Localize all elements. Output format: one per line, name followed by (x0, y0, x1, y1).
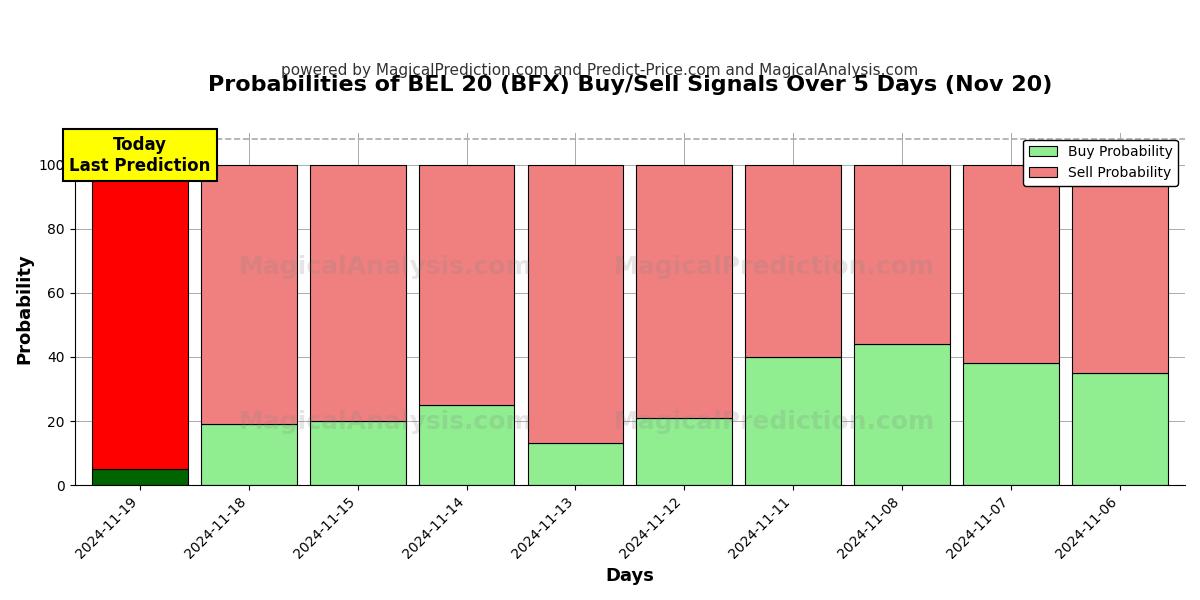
Bar (310, 421, 406, 485)
Bar (636, 418, 732, 485)
Bar (1072, 373, 1168, 485)
Bar (528, 443, 623, 485)
Bar (200, 165, 296, 424)
Bar (200, 424, 296, 485)
Bar (745, 165, 841, 357)
Text: MagicalAnalysis.com: MagicalAnalysis.com (239, 254, 533, 278)
Bar (528, 165, 623, 443)
Text: Today
Last Prediction: Today Last Prediction (70, 136, 211, 175)
Bar (854, 344, 950, 485)
Title: Probabilities of BEL 20 (BFX) Buy/Sell Signals Over 5 Days (Nov 20): Probabilities of BEL 20 (BFX) Buy/Sell S… (208, 75, 1052, 95)
Bar (962, 165, 1058, 364)
Bar (636, 165, 732, 418)
Text: MagicalAnalysis.com: MagicalAnalysis.com (239, 410, 533, 434)
Text: MagicalPrediction.com: MagicalPrediction.com (613, 410, 935, 434)
X-axis label: Days: Days (605, 567, 654, 585)
Bar (419, 405, 515, 485)
Text: MagicalPrediction.com: MagicalPrediction.com (613, 254, 935, 278)
Legend: Buy Probability, Sell Probability: Buy Probability, Sell Probability (1024, 140, 1178, 185)
Bar (962, 364, 1058, 485)
Bar (310, 165, 406, 421)
Bar (854, 165, 950, 344)
Y-axis label: Probability: Probability (16, 253, 34, 364)
Bar (1072, 165, 1168, 373)
Bar (419, 165, 515, 405)
Bar (745, 357, 841, 485)
Text: powered by MagicalPrediction.com and Predict-Price.com and MagicalAnalysis.com: powered by MagicalPrediction.com and Pre… (281, 63, 919, 78)
Bar (92, 469, 188, 485)
Bar (92, 165, 188, 469)
